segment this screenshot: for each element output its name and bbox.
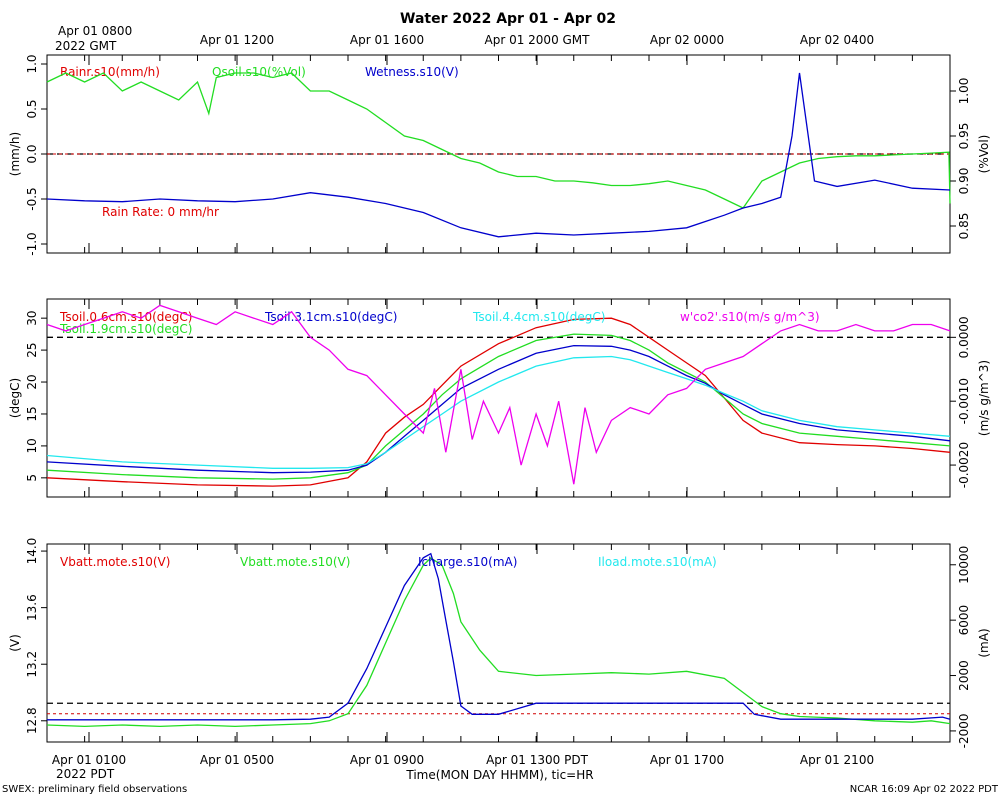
legend-green: Vbatt.mote.s10(V) (240, 555, 350, 569)
left-axis-title: (V) (8, 634, 22, 652)
left-axis-tick-label: 13.6 (25, 594, 39, 621)
right-axis-tick-label: -2000 (957, 713, 971, 748)
top-first-label-line2: 2022 GMT (55, 39, 117, 53)
panel-frame (46, 543, 951, 743)
bottom-first-label-line2: 2022 PDT (56, 767, 115, 781)
series-line-blue (46, 72, 951, 238)
right-axis-tick-label: 0.0000 (957, 316, 971, 358)
x-axis-label: Time(MON DAY HHMM), tic=HR (405, 768, 593, 782)
top-time-label: Apr 02 0000 (650, 33, 724, 47)
left-axis-tick-label: 14.0 (25, 538, 39, 565)
rain-rate-annotation: Rain Rate: 0 mm/hr (102, 205, 219, 219)
top-time-label: Apr 01 1600 (350, 33, 424, 47)
right-axis-title: (%Vol) (977, 135, 991, 174)
left-axis-title: (mm/h) (8, 132, 22, 176)
legend-blue: Icharge.s10(mA) (418, 555, 517, 569)
right-axis-title: (mA) (977, 628, 991, 657)
bottom-time-label: Apr 01 0500 (200, 753, 274, 767)
right-axis-tick-label: 0.90 (957, 168, 971, 195)
left-axis-tick-label: 13.2 (25, 651, 39, 678)
left-axis-tick-label: 0.5 (25, 99, 39, 118)
top-time-label: Apr 02 0400 (800, 33, 874, 47)
series-line-magenta (46, 304, 951, 485)
left-axis-tick-label: 12.8 (25, 707, 39, 734)
right-axis-tick-label: 0.95 (957, 123, 971, 150)
top-time-label: Apr 01 2000 GMT (485, 33, 591, 47)
legend-green: Tsoil.1.9cm.s10(degC) (59, 322, 193, 336)
left-axis-tick-label: 25 (25, 342, 39, 357)
left-axis-title: (degC) (8, 378, 22, 418)
chart-title: Water 2022 Apr 01 - Apr 02 (400, 11, 616, 27)
footer-left-note: SWEX: preliminary field observations (2, 784, 187, 795)
water-panel: -1.0 -0.5 0.0 0.5 1.0 0.85 0.90 0.95 1.00 (mm/h) (… (8, 54, 991, 255)
left-axis-tick-label: 15 (25, 406, 39, 421)
soil-temperature-panel: 5 10 15 20 25 30 -0.0020 -0.0010 0.0000 (degC) (m/… (8, 298, 991, 498)
top-time-axis-labels: Apr 01 1200 Apr 01 1600 Apr 01 2000 GMT Apr… (200, 33, 874, 47)
series-line-green (46, 333, 951, 480)
bottom-time-label: Apr 01 1300 PDT (486, 753, 588, 767)
legend-green: Qsoil.s10(%Vol) (212, 65, 306, 79)
top-first-label-line1: Apr 01 0800 (58, 24, 132, 38)
left-axis-tick-label: 0.0 (25, 144, 39, 163)
right-axis-tick-label: 10000 (957, 546, 971, 584)
legend-red: Rainr.s10(mm/h) (60, 65, 160, 79)
legend-red: Vbatt.mote.s10(V) (60, 555, 170, 569)
series-line-blue (47, 552, 951, 721)
footer-right-note: NCAR 16:09 Apr 02 2022 PDT (850, 784, 999, 795)
bottom-time-label: Apr 01 1700 (650, 753, 724, 767)
power-panel: 12.8 13.2 13.6 14.0 -2000 2000 6000 10000 (V) (mA… (8, 538, 991, 749)
series-line-green (46, 557, 951, 728)
right-axis-tick-label: 2000 (957, 660, 971, 691)
left-axis-tick-label: 5 (25, 474, 39, 482)
series-line-cyan (46, 355, 951, 469)
top-time-label: Apr 01 1200 (200, 33, 274, 47)
legend-cyan: Tsoil.4.4cm.s10(degC) (472, 310, 606, 324)
left-axis-tick-label: -0.5 (25, 187, 39, 210)
left-axis-tick-label: 10 (25, 438, 39, 453)
legend-cyan: Iload.mote.s10(mA) (598, 555, 717, 569)
series-line-green (46, 72, 951, 209)
bottom-time-label: Apr 01 0900 (350, 753, 424, 767)
bottom-time-axis-labels: Apr 01 0100 Apr 01 0500 Apr 01 0900 Apr 01 … (52, 753, 874, 767)
legend-blue: Wetness.s10(V) (365, 65, 459, 79)
series-line-red (46, 317, 951, 487)
left-axis-tick-label: -1.0 (25, 232, 39, 255)
right-axis-tick-label: -0.0020 (957, 442, 971, 488)
series-line-blue (46, 344, 951, 474)
legend-red: Tsoil.0.6cm.s10(degC) (59, 310, 193, 324)
left-axis-tick-label: 1.0 (25, 54, 39, 73)
right-axis-tick-label: 0.85 (957, 213, 971, 240)
right-axis-tick-label: 1.00 (957, 78, 971, 105)
left-axis-tick-label: 20 (25, 374, 39, 389)
bottom-first-label-line1: Apr 01 0100 (52, 753, 126, 767)
legend-magenta: w'co2'.s10(m/s g/m^3) (680, 310, 820, 324)
left-axis-tick-label: 30 (25, 311, 39, 326)
right-axis-tick-label: -0.0010 (957, 378, 971, 424)
right-axis-tick-label: 6000 (957, 605, 971, 636)
right-axis-title: (m/s g/m^3) (977, 360, 991, 436)
bottom-time-label: Apr 01 2100 (800, 753, 874, 767)
